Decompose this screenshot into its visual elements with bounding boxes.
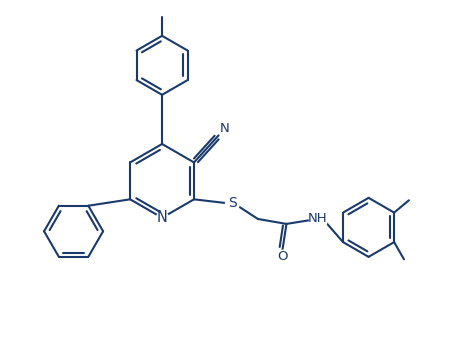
Text: N: N (219, 122, 229, 135)
Text: O: O (276, 250, 287, 263)
Text: S: S (227, 196, 236, 210)
Text: N: N (156, 210, 167, 225)
Text: NH: NH (308, 212, 327, 226)
